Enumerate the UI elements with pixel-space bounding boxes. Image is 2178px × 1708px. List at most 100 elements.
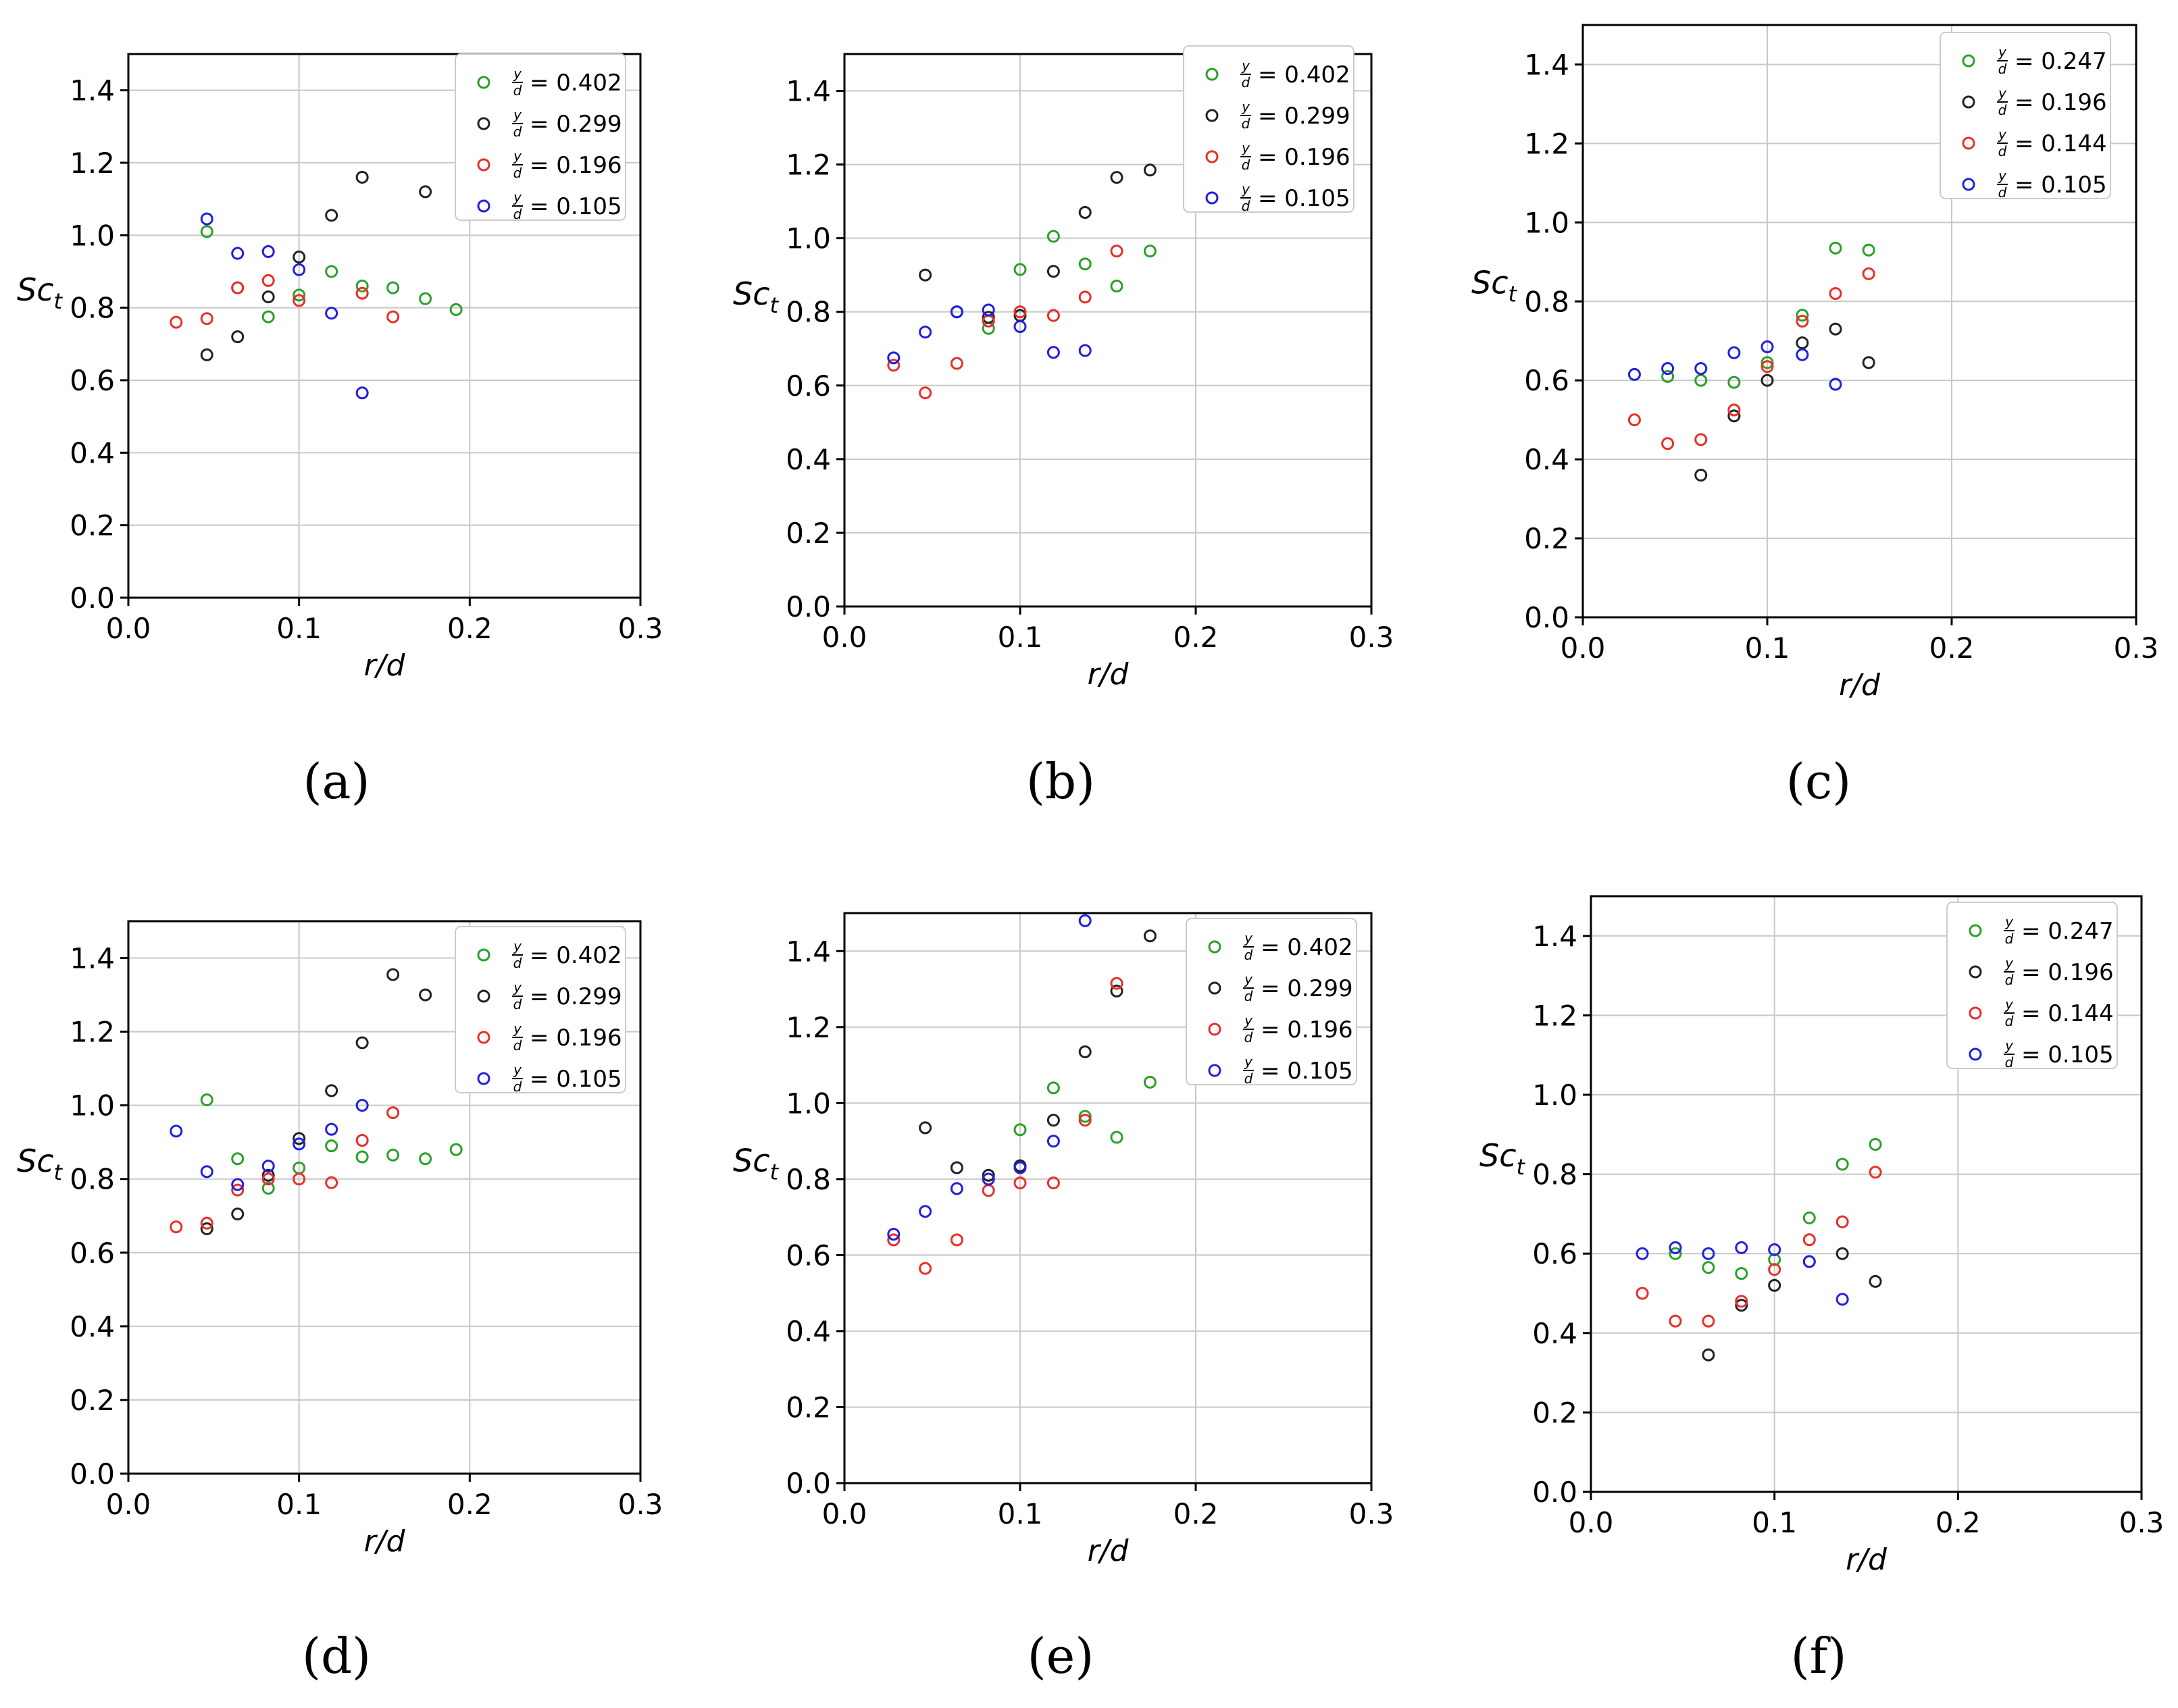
legend-label: = 0.196 — [530, 1025, 622, 1052]
x-axis-label: r/d — [364, 648, 406, 683]
y-tick-label: 1.4 — [70, 942, 115, 975]
data-point — [1727, 376, 1741, 389]
y-tick-label: 0.4 — [786, 1315, 831, 1348]
data-point — [355, 279, 369, 292]
legend-label: = 0.196 — [530, 152, 622, 179]
legend-fraction-den: d — [2005, 931, 2014, 947]
data-point — [919, 386, 932, 400]
data-point — [950, 1182, 963, 1195]
legend-fraction-num: y — [513, 1062, 522, 1078]
x-tick-label: 0.1 — [276, 1488, 322, 1521]
data-point — [1046, 309, 1060, 322]
data-point — [950, 1161, 963, 1174]
legend-label: = 0.105 — [1258, 185, 1350, 212]
data-point — [950, 1233, 963, 1247]
data-point — [1694, 469, 1708, 482]
y-tick-label: 0.0 — [786, 590, 831, 623]
data-point — [1735, 1295, 1748, 1308]
legend-label: = 0.402 — [1258, 61, 1350, 88]
data-point — [1802, 1233, 1816, 1247]
data-point — [1078, 1110, 1092, 1123]
y-tick-label: 1.4 — [70, 74, 115, 107]
y-tick-label: 0.2 — [1532, 1396, 1577, 1429]
legend-marker — [1208, 1064, 1221, 1077]
y-tick-label: 0.8 — [786, 1163, 831, 1196]
data-point — [982, 1172, 995, 1186]
x-tick-label: 0.1 — [1752, 1506, 1797, 1539]
y-tick-label: 0.6 — [70, 1237, 115, 1270]
legend-fraction-den: d — [1242, 157, 1250, 173]
y-tick-label: 0.0 — [1524, 601, 1569, 634]
y-tick-label: 0.0 — [70, 581, 115, 615]
data-point — [1829, 378, 1842, 391]
chart-f: 0.0 0.1 0.2 0.3 0.0 0.2 0.4 0.6 0.8 1.0 1.2 1.4 r/d S… — [1479, 895, 2164, 1577]
legend-fraction-den: d — [1242, 74, 1250, 90]
y-tick-label: 1.4 — [786, 935, 831, 968]
data-point — [1735, 1299, 1748, 1312]
data-point — [1669, 1247, 1682, 1260]
legend-fraction-num: y — [1241, 140, 1250, 156]
legend-fraction-num: y — [1998, 44, 2007, 60]
data-point — [293, 1137, 306, 1151]
data-point — [1829, 287, 1842, 301]
data-point — [231, 281, 245, 294]
legend-label: = 0.247 — [2015, 48, 2107, 75]
panel-label-d: (d) — [301, 1628, 372, 1684]
data-point — [355, 170, 369, 184]
x-axis-label: r/d — [364, 1524, 406, 1559]
data-point — [355, 1099, 369, 1112]
data-point — [1761, 356, 1774, 369]
x-tick-label: 0.0 — [1569, 1506, 1614, 1539]
legend-fraction-den: d — [1998, 102, 2007, 118]
legend-marker — [1208, 940, 1221, 954]
data-point — [293, 1132, 306, 1145]
legend-label: = 0.299 — [530, 111, 622, 138]
data-point — [386, 310, 400, 324]
x-tick-label: 0.1 — [276, 612, 322, 645]
legend-fraction-den: d — [1998, 143, 2007, 159]
legend-label: = 0.299 — [530, 983, 622, 1010]
data-point — [200, 348, 213, 361]
legend-marker — [1969, 924, 1982, 937]
legend-marker — [1208, 981, 1221, 995]
legend-label: = 0.299 — [1261, 975, 1353, 1002]
data-point — [386, 968, 400, 981]
legend-label: = 0.105 — [1261, 1058, 1353, 1085]
data-point — [419, 185, 432, 199]
data-point — [1627, 367, 1641, 381]
data-point — [1735, 1241, 1748, 1254]
data-point — [1013, 1123, 1027, 1137]
legend-fraction-num: y — [1998, 85, 2007, 101]
x-axis-label: r/d — [1846, 1543, 1888, 1577]
y-tick-label: 0.4 — [1524, 443, 1569, 476]
legend-fraction-num: y — [1244, 930, 1253, 946]
data-point — [325, 307, 338, 320]
data-point — [1735, 1267, 1748, 1280]
legend-fraction-num: y — [513, 938, 522, 954]
y-axis-label: Sct — [1479, 1137, 1526, 1180]
legend-fraction-num: y — [1244, 1054, 1253, 1070]
x-axis-label: r/d — [1088, 657, 1130, 692]
data-point — [1869, 1138, 1882, 1151]
legend-fraction-num: y — [1241, 99, 1250, 115]
data-point — [1862, 356, 1875, 369]
legend-fraction-den: d — [1242, 198, 1250, 214]
data-point — [950, 305, 963, 319]
x-tick-label: 0.2 — [1935, 1506, 1981, 1539]
legend-marker — [1962, 95, 1975, 109]
legend-marker — [1205, 68, 1219, 81]
legend-fraction-num: y — [1241, 181, 1250, 197]
data-point — [231, 1152, 245, 1166]
plot-frame — [127, 920, 642, 1475]
data-point — [325, 1176, 338, 1189]
chart-e: 0.0 0.1 0.2 0.3 0.0 0.2 0.4 0.6 0.8 1.0 1.2 1.4 r/d S… — [733, 912, 1394, 1568]
legend-marker — [1969, 1047, 1982, 1061]
legend-label: = 0.196 — [2015, 89, 2107, 116]
y-tick-label: 1.2 — [1524, 127, 1569, 160]
panel-label-f: (f) — [1790, 1628, 1847, 1684]
data-point — [231, 247, 245, 260]
data-point — [355, 286, 369, 300]
legend-fraction-den: d — [1242, 115, 1250, 132]
x-tick-label: 0.1 — [998, 621, 1043, 654]
